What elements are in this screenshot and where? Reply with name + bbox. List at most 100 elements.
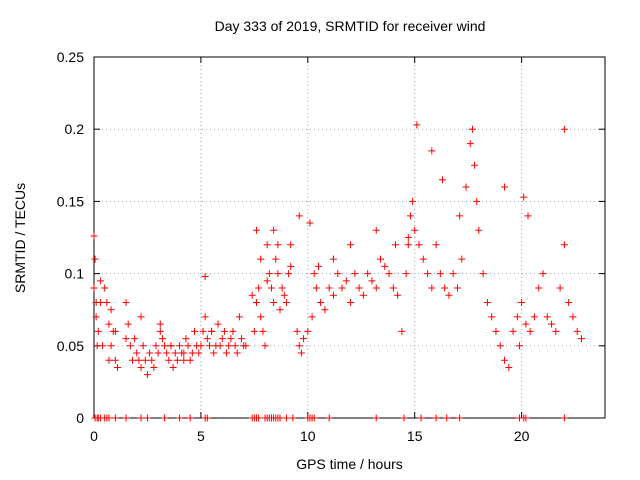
data-point	[329, 255, 337, 263]
data-point	[94, 327, 102, 335]
data-point	[520, 193, 528, 201]
data-point	[413, 121, 421, 129]
data-point	[569, 313, 577, 321]
data-point	[152, 342, 160, 350]
data-point	[314, 262, 322, 270]
data-point	[203, 335, 211, 343]
data-point-zero	[432, 414, 440, 422]
data-point	[91, 255, 99, 263]
data-point	[263, 241, 271, 249]
y-tick-label: 0.15	[57, 193, 84, 209]
y-tick-label: 0.1	[65, 266, 85, 282]
data-point	[468, 125, 476, 133]
data-point	[287, 241, 295, 249]
data-point	[139, 342, 147, 350]
data-point	[154, 349, 162, 357]
data-point	[188, 349, 196, 357]
data-point	[329, 291, 337, 299]
data-point	[141, 356, 149, 364]
data-point	[515, 342, 523, 350]
data-point	[156, 320, 164, 328]
data-point	[201, 272, 209, 280]
chart-title: Day 333 of 2019, SRMTID for receiver win…	[214, 18, 486, 34]
data-point	[201, 313, 209, 321]
data-point	[409, 197, 417, 205]
data-point	[167, 342, 175, 350]
data-point	[165, 356, 173, 364]
data-point	[131, 335, 139, 343]
data-point	[404, 234, 412, 241]
data-point	[229, 327, 237, 335]
data-point	[182, 335, 190, 343]
data-point	[543, 313, 551, 321]
data-point	[272, 255, 280, 263]
data-point	[530, 313, 538, 321]
data-point	[285, 270, 293, 278]
data-point	[436, 270, 444, 278]
data-point	[270, 226, 278, 234]
data-point	[122, 298, 130, 306]
data-point	[560, 241, 568, 249]
data-point	[321, 306, 329, 314]
data-point	[252, 226, 260, 234]
data-point	[150, 363, 158, 371]
data-point	[432, 241, 440, 249]
data-point	[475, 226, 483, 234]
data-point	[276, 306, 284, 314]
data-point	[265, 270, 273, 278]
data-point	[300, 335, 308, 343]
data-point	[522, 320, 530, 328]
data-point-zero	[560, 414, 568, 422]
data-point	[105, 320, 113, 328]
data-point	[456, 212, 464, 220]
data-point	[218, 335, 226, 343]
data-point-zero	[325, 414, 333, 422]
data-point	[231, 342, 239, 350]
data-point	[560, 125, 568, 133]
data-point	[458, 255, 466, 263]
data-point	[169, 363, 177, 371]
data-point-zero	[105, 414, 113, 422]
data-point	[483, 298, 491, 306]
data-point	[274, 241, 282, 249]
data-point	[577, 335, 585, 343]
data-point	[496, 342, 504, 350]
data-point	[308, 313, 316, 321]
data-point	[208, 327, 216, 335]
data-point	[505, 363, 513, 371]
data-point	[124, 320, 132, 328]
data-point	[199, 327, 207, 335]
data-point	[282, 298, 290, 306]
data-point	[133, 349, 141, 357]
data-point	[259, 327, 267, 335]
data-point	[404, 241, 412, 249]
data-point	[114, 363, 122, 371]
data-point	[351, 270, 359, 278]
data-point	[509, 327, 517, 335]
data-point	[107, 306, 115, 314]
data-point	[295, 212, 303, 220]
data-point-zero	[137, 414, 145, 422]
data-point	[176, 342, 184, 350]
data-point	[99, 342, 107, 350]
data-point	[280, 291, 288, 299]
data-point	[267, 284, 275, 292]
data-point	[287, 262, 295, 270]
data-point	[105, 356, 113, 364]
data-point	[227, 335, 235, 343]
data-point	[424, 270, 432, 278]
data-point	[297, 349, 305, 357]
data-point	[445, 291, 453, 299]
data-point	[415, 241, 423, 249]
data-point-zero	[443, 414, 451, 422]
data-point	[248, 291, 256, 299]
data-point	[197, 342, 205, 350]
data-point	[90, 232, 98, 240]
data-point	[449, 270, 457, 278]
data-point	[107, 342, 115, 350]
data-point	[334, 270, 342, 278]
data-point	[488, 313, 496, 321]
data-point	[394, 291, 402, 299]
x-tick-label: 5	[197, 428, 205, 444]
data-point	[355, 284, 363, 292]
